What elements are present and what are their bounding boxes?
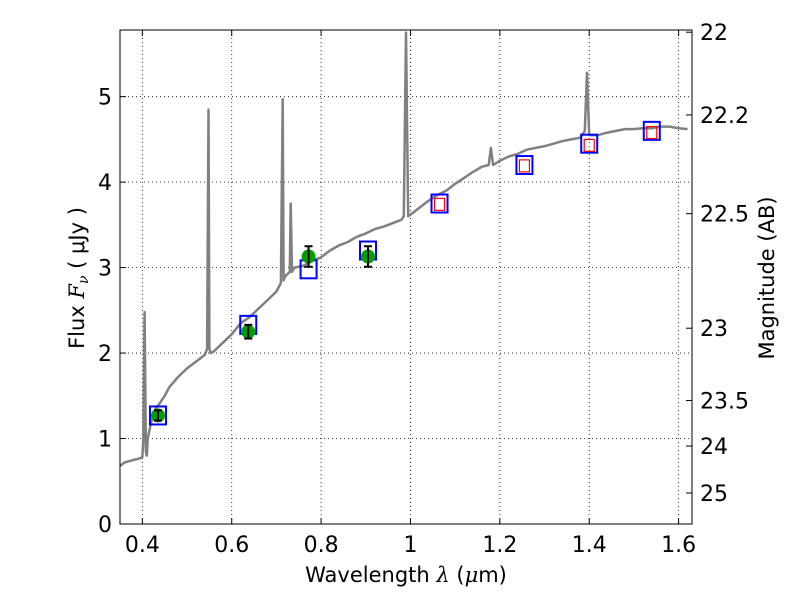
x-tick-label: 0.4: [125, 533, 160, 558]
observations: [150, 245, 376, 423]
y-tick-label: 3: [98, 257, 112, 282]
y-tick-label: 1: [98, 428, 112, 453]
y-tick-label: 5: [98, 86, 112, 111]
phot-box: [646, 125, 658, 140]
x-axis-label: Wavelength λ (μm): [305, 563, 507, 587]
y2-ticks: 22 22.2 22.5 23 23.5 24 25: [686, 21, 749, 507]
x-tick-label: 1.4: [572, 533, 607, 558]
y2-tick-label: 24: [700, 435, 728, 460]
y2-tick-label: 23: [700, 317, 728, 342]
model-box: [515, 155, 534, 176]
x-tick-label: 0.6: [214, 533, 249, 558]
x-ticks: 0.4 0.6 0.8 1 1.2 1.4 1.6: [125, 30, 696, 558]
spectrum-line: [119, 31, 688, 467]
y2-axis-label: Magnitude (AB): [755, 196, 779, 359]
y2-tick-label: 25: [700, 482, 728, 507]
phot-boxes: [433, 125, 658, 211]
y-ticks: 0 1 2 3 4 5: [98, 86, 126, 538]
x-tick-label: 0.8: [304, 533, 339, 558]
y2-tick-label: 22: [700, 21, 728, 46]
model-box: [148, 405, 167, 426]
y2-tick-label: 23.5: [700, 389, 749, 414]
y-tick-label: 0: [98, 513, 112, 538]
model-box: [430, 193, 449, 214]
phot-box: [583, 138, 595, 152]
y-axis-label: Flux Fν ( μJy ): [65, 207, 92, 349]
x-tick-label: 1.2: [482, 533, 517, 558]
phot-box: [518, 159, 531, 173]
plot-frame: [119, 29, 693, 525]
x-tick-label: 1.6: [661, 533, 696, 558]
model-box: [642, 120, 661, 141]
model-box: [580, 133, 599, 154]
y2-tick-label: 22.5: [700, 203, 749, 228]
y-tick-label: 4: [98, 171, 112, 196]
y2-tick-label: 22.2: [700, 104, 749, 129]
x-tick-label: 1: [403, 533, 417, 558]
y-tick-label: 2: [98, 342, 112, 367]
phot-box: [433, 197, 446, 211]
